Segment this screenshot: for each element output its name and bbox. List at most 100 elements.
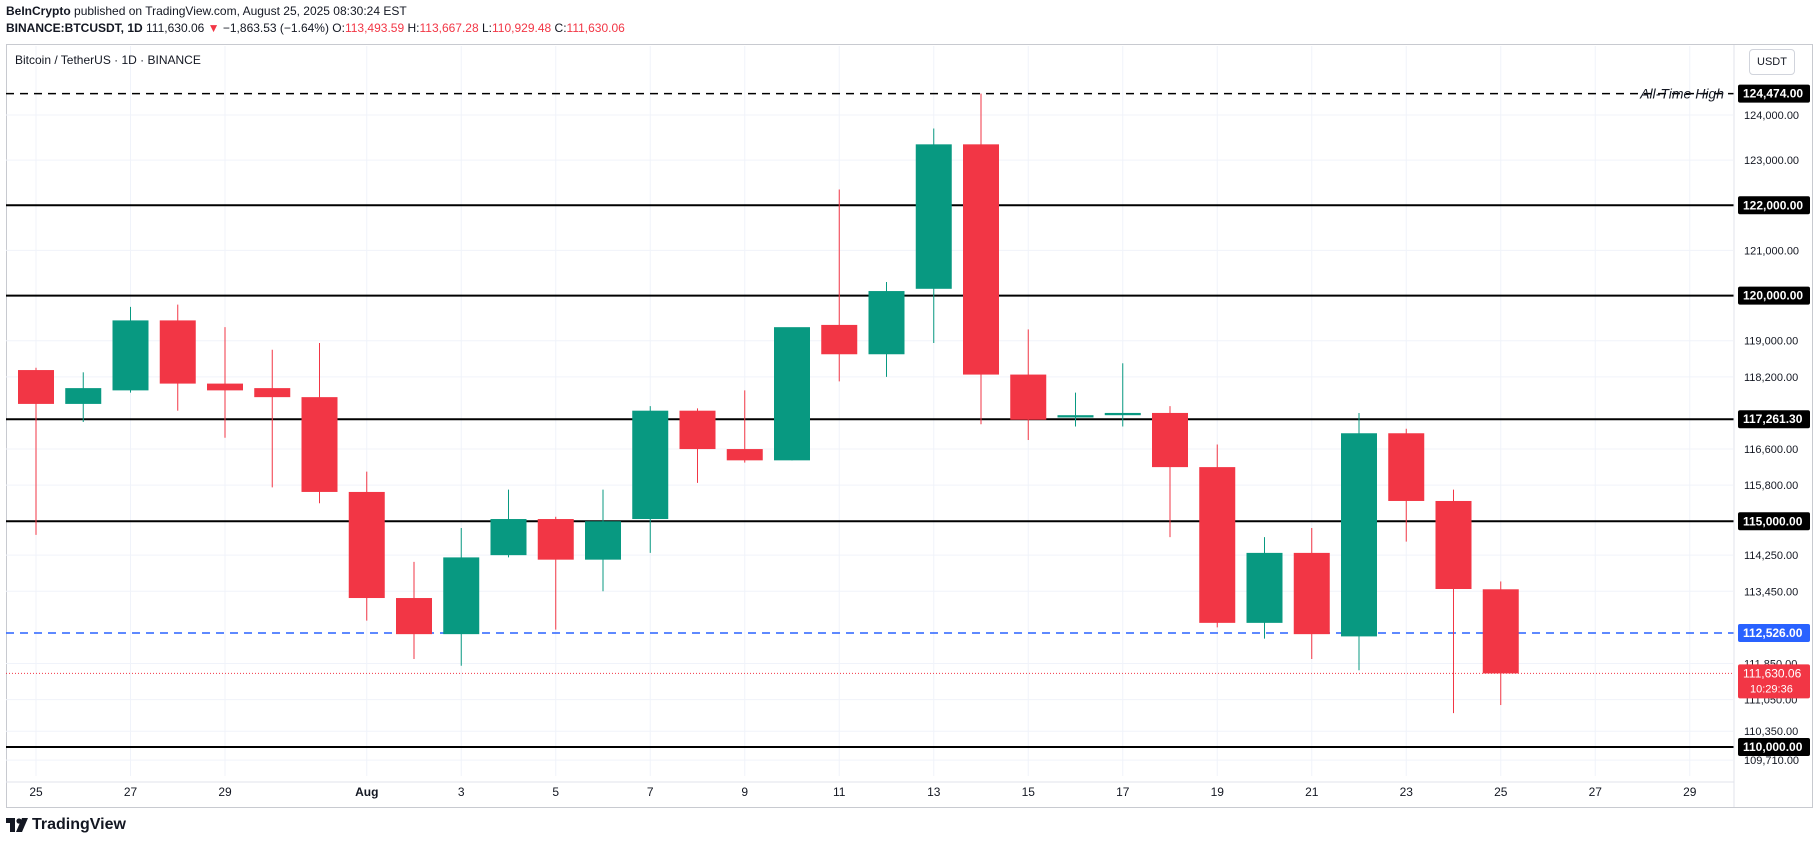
low-label: L: [482, 21, 493, 35]
y-tick-label: 109,710.00 [1744, 755, 1799, 767]
x-tick-label: 25 [29, 785, 43, 799]
candle [443, 528, 480, 666]
y-tick-label: 110,350.00 [1744, 726, 1798, 738]
low-value: 110,929.48 [492, 21, 552, 35]
publish-info: BeInCrypto published on TradingView.com,… [6, 4, 407, 18]
y-tick-label: 118,200.00 [1744, 372, 1798, 384]
candle-body [254, 388, 291, 398]
candles [18, 93, 1519, 714]
candle-body [1057, 415, 1094, 418]
candle [1057, 392, 1094, 427]
level-price-label: 110,000.00 [1743, 740, 1803, 754]
candle [112, 306, 149, 393]
candle-body [1199, 467, 1236, 623]
high-label: H: [407, 21, 420, 35]
currency-button[interactable]: USDT [1749, 49, 1795, 75]
candle-body [1293, 552, 1330, 635]
countdown-label: 10:29:36 [1750, 683, 1793, 695]
candle [1199, 444, 1236, 628]
candle [1246, 537, 1283, 639]
x-tick-label: 9 [741, 785, 748, 799]
candle [1341, 412, 1377, 671]
candle-body [963, 144, 999, 375]
candle [254, 349, 291, 488]
y-tick-label: 121,000.00 [1744, 245, 1799, 257]
publisher-name[interactable]: BeInCrypto [6, 4, 71, 18]
candle [207, 327, 243, 438]
candle-body [301, 397, 338, 492]
level-price-label: 112,526.00 [1743, 626, 1803, 640]
level-price-tag [1738, 84, 1810, 103]
candle [774, 327, 810, 461]
candle-body [207, 383, 243, 391]
candle [632, 406, 669, 553]
x-tick-label: 21 [1305, 785, 1319, 799]
x-tick-label: 29 [218, 785, 232, 799]
x-tick-label: 7 [647, 785, 654, 799]
level-price-tag [1738, 410, 1810, 429]
candle [821, 189, 858, 382]
y-tick-label: 113,450.00 [1744, 586, 1798, 598]
candle-body [159, 320, 196, 384]
candle-body [348, 491, 385, 599]
x-tick-label: 23 [1400, 785, 1414, 799]
x-tick-label: 13 [927, 785, 941, 799]
candle-body [1341, 433, 1377, 637]
candle-body [1388, 433, 1425, 501]
candle [868, 282, 905, 377]
grid-lines [6, 46, 1733, 776]
candle-body [632, 410, 669, 520]
candle-body [1104, 412, 1141, 416]
tradingview-logo[interactable]: TradingView [6, 816, 126, 834]
candle-body [396, 598, 432, 635]
x-tick-label: 5 [552, 785, 559, 799]
y-tick-label: 116,600.00 [1744, 444, 1798, 456]
axes: 124,000.00 123,000.00 121,000.00 119,000.00… [6, 45, 1810, 807]
x-tick-label: 27 [124, 785, 138, 799]
level-price-tag [1738, 196, 1810, 215]
candle [1435, 489, 1472, 714]
tradingview-logo-icon [6, 818, 28, 832]
y-tick-label: 119,000.00 [1744, 336, 1798, 348]
candle [396, 561, 432, 659]
candle-body [1435, 500, 1472, 589]
y-tick-label: 124,000.00 [1744, 110, 1799, 122]
high-value: 113,667.28 [419, 21, 479, 35]
candle-body [443, 557, 480, 635]
candle [537, 516, 574, 630]
x-tick-label: 19 [1211, 785, 1225, 799]
candle-body [112, 320, 149, 391]
level-price-tag [1738, 738, 1810, 756]
candle [348, 471, 385, 621]
published-text: published on TradingView.com, August 25,… [74, 4, 407, 18]
candle-body [915, 144, 952, 289]
symbol-label: BINANCE:BTCUSDT, 1D [6, 21, 143, 35]
candle [679, 408, 716, 483]
candle-body [1482, 589, 1519, 674]
x-tick-label: 17 [1116, 785, 1130, 799]
x-tick-label: 15 [1022, 785, 1036, 799]
candle-body [18, 370, 54, 404]
x-tick-label: Aug [355, 785, 378, 799]
chart-title: Bitcoin / TetherUS · 1D · BINANCE [15, 53, 201, 67]
last-price: 111,630.06 [146, 21, 205, 35]
y-tick-label: 123,000.00 [1744, 155, 1799, 167]
y-tick-label: 115,800.00 [1744, 480, 1798, 492]
candle [301, 342, 338, 504]
candle [585, 489, 621, 592]
candle [490, 489, 527, 558]
open-value: 113,493.59 [344, 21, 405, 35]
level-price-tag [1738, 623, 1810, 642]
x-tick-label: 11 [833, 785, 846, 799]
current-price-label: 111,630.06 [1743, 666, 1802, 680]
level-lines: All-Time High [6, 86, 1734, 748]
level-price-label: 124,474.00 [1743, 87, 1803, 101]
candle-body [774, 327, 810, 461]
candle [1293, 528, 1330, 659]
down-arrow-icon: ▼ [207, 21, 220, 35]
price-change: −1,863.53 (−1.64%) [222, 21, 329, 35]
x-tick-label: 25 [1494, 785, 1508, 799]
candle-body [65, 388, 102, 404]
x-tick-label: 3 [458, 785, 465, 799]
